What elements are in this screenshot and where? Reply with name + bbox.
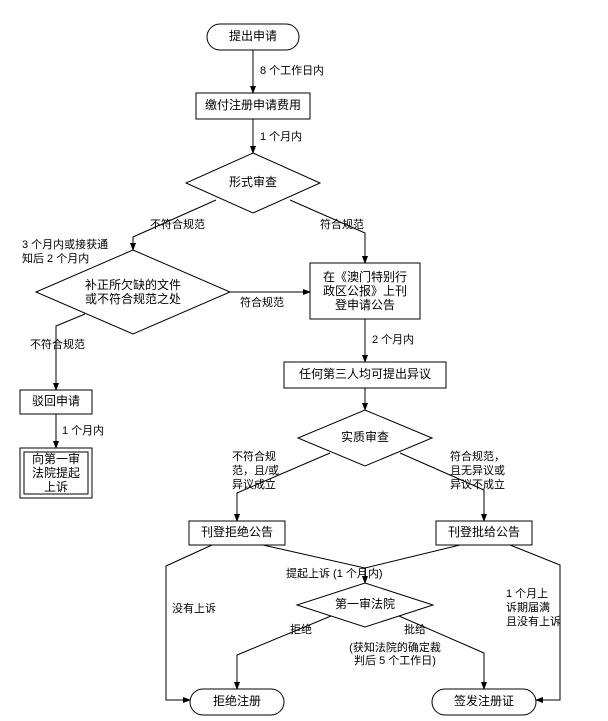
edge-e15-label-3: 且没有上诉 <box>506 614 561 628</box>
edge-e3-label: 不符合规范 <box>150 217 205 231</box>
node-correct-docs-label-2: 或不符合规范之处 <box>85 291 181 306</box>
node-submit-application: 提出申请 <box>207 24 299 50</box>
edge-e15-label-1: 1 个月上 <box>506 587 548 600</box>
node-gazette-publish-label-2: 政区公报》上刊 <box>323 283 407 298</box>
edge-e7-label: 1 个月内 <box>62 423 104 437</box>
edge-e17-label-1: 批给 <box>404 622 426 636</box>
edge-e3b-label-2: 知后 2 个月内 <box>22 251 89 265</box>
edge-e3b-label-1: 3 个月内或接获通 <box>22 237 108 251</box>
edge-e10: 不符合规 范，且/或 异议成立 <box>232 449 330 521</box>
node-appeal-court-label-1: 向第一审 <box>32 451 80 466</box>
node-substantive-review-label: 实质审查 <box>341 429 389 444</box>
edge-e11-label-3: 异议不成立 <box>450 477 505 491</box>
node-submit-application-label: 提出申请 <box>229 28 277 43</box>
node-correct-docs-label-1: 补正所欠缺的文件 <box>85 277 181 292</box>
node-refuse-register-label: 拒绝注册 <box>213 693 261 708</box>
edge-e7: 1 个月内 <box>56 414 104 448</box>
node-reject-application-label: 驳回申请 <box>32 394 80 408</box>
node-first-court: 第一审法院 <box>297 583 433 627</box>
node-gazette-publish: 在《澳门特别行 政区公报》上刊 登申请公告 <box>310 263 420 319</box>
edge-e1: 8 个工作日内 <box>253 50 324 93</box>
node-gazette-publish-label-3: 登申请公告 <box>335 297 395 312</box>
edge-e14: 没有上诉 <box>166 545 216 700</box>
edge-e3: 不符合规范 3 个月内或接获通 知后 2 个月内 <box>22 200 216 265</box>
node-issue-cert: 签发注册证 <box>432 689 536 715</box>
edge-e6: 不符合规范 <box>30 314 85 390</box>
edge-e2: 1 个月内 <box>253 119 302 153</box>
edge-e5: 符合规范 <box>230 292 310 309</box>
edge-e10-label-1: 不符合规 <box>232 449 276 463</box>
edge-e2-label: 1 个月内 <box>260 129 302 143</box>
edge-e5-label: 符合规范 <box>240 295 284 309</box>
edge-e14-label: 没有上诉 <box>172 601 216 615</box>
node-appeal-court-label-2: 法院提起 <box>32 465 80 480</box>
edge-e15-label-2: 诉期届满 <box>506 601 550 614</box>
node-publish-grant: 刊登批给公告 <box>436 521 532 545</box>
edge-e12-label: 提起上诉 (1 个月内) <box>286 566 383 580</box>
edge-e13 <box>365 545 460 568</box>
edge-e11-label-2: 且无异议或 <box>450 464 505 477</box>
edge-e1-label: 8 个工作日内 <box>260 63 324 77</box>
node-appeal-court-label-3: 上诉 <box>44 480 68 494</box>
node-third-party-objection: 任何第三人均可提出异议 <box>284 362 446 388</box>
node-form-review-label: 形式审查 <box>229 174 277 189</box>
node-publish-grant-label: 刊登批给公告 <box>448 524 520 539</box>
node-third-party-objection-label: 任何第三人均可提出异议 <box>299 366 431 381</box>
edge-e12: 提起上诉 (1 个月内) <box>263 545 383 583</box>
edge-e15: 1 个月上 诉期届满 且没有上诉 <box>506 545 561 700</box>
edge-e8: 2 个月内 <box>365 319 414 362</box>
edge-e17-label-2: (获知法院的确定裁 <box>349 640 441 654</box>
edge-e6-label: 不符合规范 <box>30 337 85 351</box>
node-reject-application: 驳回申请 <box>20 390 92 414</box>
node-publish-rejection: 刊登拒绝公告 <box>189 521 285 545</box>
edge-e11-label-1: 符合规范， <box>450 449 505 463</box>
edge-e8-label: 2 个月内 <box>372 332 414 346</box>
edge-e10-label-3: 异议成立 <box>232 477 276 491</box>
node-pay-fee: 缴付注册申请费用 <box>196 93 310 119</box>
node-refuse-register: 拒绝注册 <box>190 689 284 715</box>
edge-e4: 符合规范 <box>290 200 365 263</box>
edge-e4-label: 符合规范 <box>320 217 364 231</box>
node-first-court-label: 第一审法院 <box>335 596 395 611</box>
node-gazette-publish-label-1: 在《澳门特别行 <box>323 269 407 284</box>
edge-e10-label-2: 范，且/或 <box>232 463 279 477</box>
edge-e11: 符合规范， 且无异议或 异议不成立 <box>400 449 505 521</box>
edge-e16: 拒绝 <box>237 616 331 689</box>
node-issue-cert-label: 签发注册证 <box>454 693 514 708</box>
edge-e17: 批给 (获知法院的确定裁 判后 5 个工作日) <box>349 616 484 689</box>
node-publish-rejection-label: 刊登拒绝公告 <box>201 524 273 539</box>
node-appeal-court: 向第一审 法院提起 上诉 <box>20 448 92 498</box>
node-pay-fee-label: 缴付注册申请费用 <box>205 97 301 112</box>
edge-e17-label-3: 判后 5 个工作日) <box>354 654 436 667</box>
edge-e16-label: 拒绝 <box>290 622 312 636</box>
